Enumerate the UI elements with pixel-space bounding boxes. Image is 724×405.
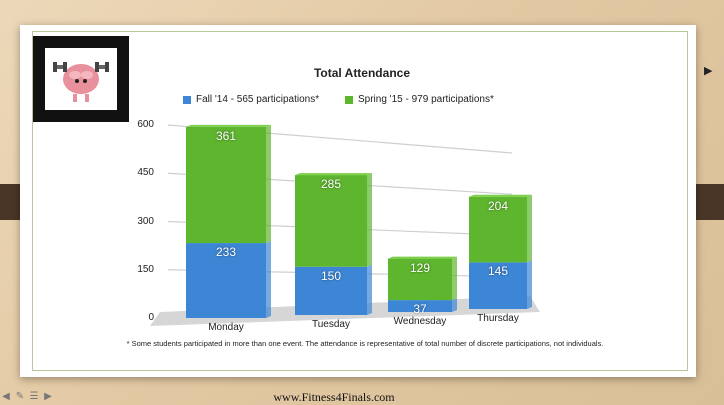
- bar-monday-fall: [186, 243, 266, 318]
- arrow-right-icon[interactable]: ▶: [44, 390, 52, 402]
- arrow-left-icon[interactable]: ◀: [2, 390, 10, 402]
- bar-wednesday-fall: [388, 300, 452, 312]
- bar-side: [452, 256, 457, 301]
- slide-toolbar: ◀ ✎ ☰ ▶: [0, 390, 54, 402]
- website-url: www.Fitness4Finals.com: [273, 390, 395, 404]
- data-label: 150: [320, 268, 342, 283]
- data-label: 233: [215, 245, 237, 260]
- legend-label-fall: Fall '14 - 565 participations*: [196, 94, 320, 105]
- bar-side: [452, 298, 457, 312]
- x-tick-label: Thursday: [477, 313, 519, 324]
- y-tick-label: 150: [137, 263, 154, 275]
- legend-item-spring: Spring '15 - 979 participations*: [345, 94, 494, 105]
- menu-icon[interactable]: ☰: [29, 390, 39, 402]
- data-label: 204: [487, 198, 509, 213]
- data-label: 129: [409, 260, 431, 275]
- bar-top-cap: [388, 256, 457, 259]
- bar-thursday-fall: [469, 262, 527, 309]
- pencil-icon[interactable]: ✎: [15, 390, 25, 402]
- footnote: * Some students participated in more tha…: [126, 339, 604, 348]
- y-tick-label: 600: [137, 119, 154, 130]
- data-label: 37: [413, 302, 427, 317]
- data-label: 145: [487, 264, 509, 279]
- data-label: 285: [320, 177, 342, 192]
- bar-side: [367, 173, 372, 267]
- data-label: 361: [215, 128, 237, 143]
- bar-side: [527, 260, 532, 309]
- x-tick-label: Tuesday: [312, 319, 350, 330]
- bar-top-cap: [186, 124, 271, 127]
- bar-tuesday-spring: [295, 175, 367, 267]
- bar-thursday-spring: [469, 196, 527, 263]
- bar-wednesday-spring: [388, 258, 452, 301]
- bar-side: [367, 264, 372, 315]
- logo: [33, 36, 129, 122]
- x-tick-label: Wednesday: [393, 316, 447, 327]
- bar-side: [527, 194, 532, 263]
- legend-swatch-spring: [345, 95, 353, 104]
- bar-top-cap: [295, 173, 372, 176]
- bar-monday-spring: [186, 126, 266, 244]
- y-tick-label: 0: [148, 312, 154, 323]
- legend-item-fall: Fall '14 - 565 participations*: [183, 94, 319, 105]
- chart-title: Total Attendance: [313, 66, 410, 80]
- slide-frame: [32, 31, 688, 371]
- cursor-icon: ▶: [704, 65, 713, 77]
- y-tick-label: 450: [137, 167, 154, 179]
- x-tick-label: Monday: [208, 322, 244, 333]
- y-tick-label: 300: [137, 215, 154, 227]
- legend-swatch-fall: [183, 95, 191, 104]
- legend-label-spring: Spring '15 - 979 participations*: [358, 94, 494, 105]
- bar-side: [266, 124, 271, 244]
- brain-mascot-logo: [41, 44, 121, 114]
- brain-mascot-icon: [53, 62, 109, 102]
- bar-tuesday-fall: [295, 266, 367, 315]
- bar-side: [266, 241, 271, 318]
- bar-top-cap: [469, 194, 532, 197]
